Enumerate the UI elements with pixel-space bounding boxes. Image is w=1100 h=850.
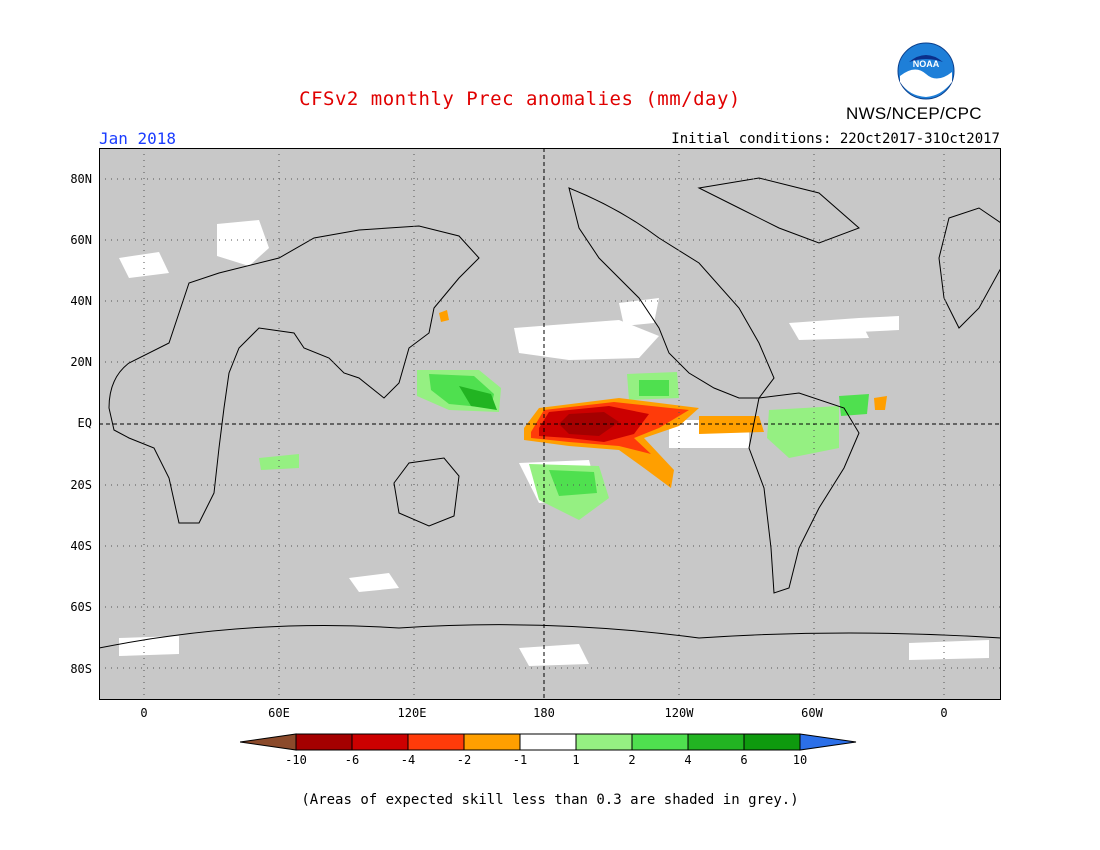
agency-label: NWS/NCEP/CPC [846, 104, 982, 123]
noaa-logo: NOAA [897, 42, 955, 100]
chart-title: CFSv2 monthly Prec anomalies (mm/day) [299, 88, 741, 110]
ytick-40s: 40S [70, 539, 92, 553]
coastlines [99, 177, 1001, 649]
colorbar-box [351, 733, 409, 751]
wet-anomalies [259, 370, 869, 520]
dry-anomalies [439, 310, 887, 488]
anomaly-map [99, 148, 1001, 700]
colorbar-tick-label: 4 [684, 753, 692, 767]
colorbar-box [631, 733, 689, 751]
colorbar-tick-label: -6 [344, 753, 360, 767]
colorbar-arrow-low [240, 733, 297, 751]
colorbar-tick-label: -2 [456, 753, 472, 767]
colorbar-box [575, 733, 633, 751]
xtick-0-right: 0 [940, 706, 948, 720]
colorbar-box [687, 733, 745, 751]
xtick-60e: 60E [268, 706, 290, 720]
xtick-180: 180 [533, 706, 555, 720]
xtick-120w: 120W [664, 706, 694, 720]
ytick-40n: 40N [70, 294, 92, 308]
ytick-eq: EQ [77, 416, 92, 430]
colorbar-box [407, 733, 465, 751]
ytick-80n: 80N [70, 172, 92, 186]
xtick-60w: 60W [801, 706, 823, 720]
grid-lines [99, 148, 1001, 700]
colorbar-tick-label: 10 [792, 753, 808, 767]
colorbar-arrow-high [799, 733, 857, 751]
logo-text: NOAA [913, 59, 940, 69]
ytick-60n: 60N [70, 233, 92, 247]
colorbar-tick-label: -10 [285, 753, 307, 767]
colorbar-tick-label: -1 [512, 753, 528, 767]
ytick-20n: 20N [70, 355, 92, 369]
ytick-20s: 20S [70, 478, 92, 492]
colorbar-tick-label: 2 [628, 753, 636, 767]
colorbar-tick-label: 6 [740, 753, 748, 767]
colorbar-tick-label: 1 [572, 753, 580, 767]
colorbar-box [519, 733, 577, 751]
colorbar-tick-label: -4 [400, 753, 416, 767]
xtick-0: 0 [140, 706, 148, 720]
xtick-120e: 120E [397, 706, 427, 720]
colorbar [240, 733, 857, 751]
colorbar-box [743, 733, 801, 751]
equator-dateline [99, 148, 1001, 700]
ytick-60s: 60S [70, 600, 92, 614]
skill-footnote: (Areas of expected skill less than 0.3 a… [301, 792, 799, 808]
initial-conditions: Initial conditions: 22Oct2017-31Oct2017 [671, 131, 1000, 147]
colorbar-box [463, 733, 521, 751]
forecast-month: Jan 2018 [99, 129, 177, 148]
ytick-80s: 80S [70, 662, 92, 676]
colorbar-box [295, 733, 353, 751]
